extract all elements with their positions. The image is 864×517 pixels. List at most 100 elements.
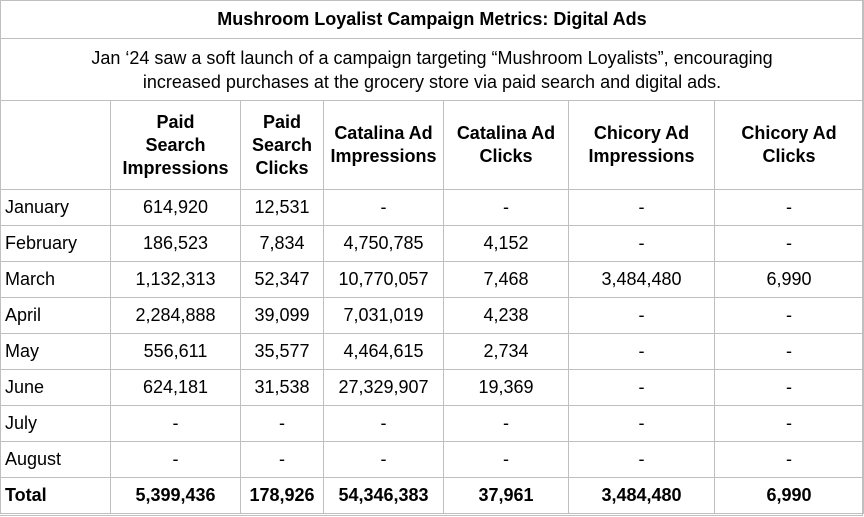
value-cell: 39,099 bbox=[240, 297, 324, 334]
value-cell: - bbox=[568, 405, 715, 442]
total-value-cell: 6,990 bbox=[714, 477, 864, 514]
value-cell: - bbox=[110, 441, 241, 478]
total-label-cell: Total bbox=[0, 477, 111, 514]
column-header-line: Catalina Ad bbox=[334, 123, 433, 143]
value-cell: - bbox=[714, 189, 864, 226]
value-cell: 2,284,888 bbox=[110, 297, 241, 334]
value-cell: - bbox=[568, 297, 715, 334]
column-header-line: Clicks bbox=[255, 157, 309, 178]
value-cell: - bbox=[714, 405, 864, 442]
value-cell: - bbox=[714, 333, 864, 370]
month-cell: August bbox=[0, 441, 111, 478]
column-header-line: Search bbox=[145, 134, 206, 155]
value-cell: - bbox=[443, 405, 569, 442]
column-header-line: Paid bbox=[262, 111, 301, 132]
table-row: April 2,284,888 39,099 7,031,019 4,238- - bbox=[0, 297, 864, 334]
value-cell: 186,523 bbox=[110, 225, 241, 262]
column-header-paid-search-clicks: Paid Search Clicks bbox=[240, 100, 324, 190]
total-row: Total 5,399,436 178,926 54,346,383 37,961 3,4… bbox=[0, 477, 864, 514]
value-cell: - bbox=[240, 441, 324, 478]
value-cell: - bbox=[714, 441, 864, 478]
value-cell: 4,464,615 bbox=[323, 333, 444, 370]
description-row: Jan ‘24 saw a soft launch of a campaign … bbox=[0, 38, 864, 101]
value-cell: - bbox=[568, 369, 715, 406]
total-value-cell: 54,346,383 bbox=[323, 477, 444, 514]
month-cell: January bbox=[0, 189, 111, 226]
column-header-line: Impressions bbox=[122, 157, 229, 178]
column-header-row: Paid Search Impressions Paid Search Clicks Cat… bbox=[0, 100, 864, 190]
value-cell: 6,990 bbox=[714, 261, 864, 298]
column-header-line: Impressions bbox=[330, 146, 437, 166]
value-cell: - bbox=[323, 405, 444, 442]
month-header-cell bbox=[0, 100, 111, 190]
column-header-paid-search-impressions: Paid Search Impressions bbox=[110, 100, 241, 190]
value-cell: 7,834 bbox=[240, 225, 324, 262]
value-cell: 7,468 bbox=[443, 261, 569, 298]
column-header-catalina-ad-clicks: Catalina Ad Clicks bbox=[443, 100, 569, 190]
value-cell: - bbox=[323, 189, 444, 226]
column-header-line: Clicks bbox=[762, 146, 816, 166]
value-cell: - bbox=[714, 225, 864, 262]
description-line-1: Jan ‘24 saw a soft launch of a campaign … bbox=[91, 47, 773, 68]
column-header-line: Chicory Ad bbox=[741, 123, 837, 143]
month-cell: February bbox=[0, 225, 111, 262]
table-row: March 1,132,313 52,347 10,770,057 7,468 3,484… bbox=[0, 261, 864, 298]
column-header-catalina-ad-impressions: Catalina Ad Impressions bbox=[323, 100, 444, 190]
table-title: Mushroom Loyalist Campaign Metrics: Digi… bbox=[0, 0, 864, 39]
column-header-line: Catalina Ad bbox=[456, 123, 556, 143]
column-header-line: Impressions bbox=[588, 146, 695, 166]
value-cell: 10,770,057 bbox=[323, 261, 444, 298]
column-header-chicory-ad-clicks: Chicory Ad Clicks bbox=[714, 100, 864, 190]
column-header-line: Chicory Ad bbox=[593, 123, 690, 143]
table-row: January 614,920 12,531- - - - bbox=[0, 189, 864, 226]
month-cell: June bbox=[0, 369, 111, 406]
table-row: August - - - - - - bbox=[0, 441, 864, 478]
value-cell: - bbox=[240, 405, 324, 442]
value-cell: - bbox=[568, 189, 715, 226]
value-cell: 27,329,907 bbox=[323, 369, 444, 406]
value-cell: - bbox=[568, 333, 715, 370]
value-cell: 556,611 bbox=[110, 333, 241, 370]
column-header-line: Paid bbox=[156, 111, 195, 132]
value-cell: 52,347 bbox=[240, 261, 324, 298]
value-cell: - bbox=[568, 441, 715, 478]
value-cell: 614,920 bbox=[110, 189, 241, 226]
value-cell: 12,531 bbox=[240, 189, 324, 226]
total-value-cell: 3,484,480 bbox=[568, 477, 715, 514]
value-cell: 4,238 bbox=[443, 297, 569, 334]
column-header-line: Clicks bbox=[479, 146, 533, 166]
value-cell: - bbox=[323, 441, 444, 478]
value-cell: 4,750,785 bbox=[323, 225, 444, 262]
value-cell: 1,132,313 bbox=[110, 261, 241, 298]
table-row: May 556,611 35,577 4,464,615 2,734- - bbox=[0, 333, 864, 370]
table-row: February 186,523 7,834 4,750,785 4,152- - bbox=[0, 225, 864, 262]
value-cell: - bbox=[568, 225, 715, 262]
description-line-2: increased purchases at the grocery store… bbox=[142, 71, 722, 92]
table-row: June 624,181 31,538 27,329,907 19,369- - bbox=[0, 369, 864, 406]
value-cell: 624,181 bbox=[110, 369, 241, 406]
value-cell: 3,484,480 bbox=[568, 261, 715, 298]
total-value-cell: 178,926 bbox=[240, 477, 324, 514]
table-description: Jan ‘24 saw a soft launch of a campaign … bbox=[0, 38, 864, 101]
month-cell: July bbox=[0, 405, 111, 442]
value-cell: 4,152 bbox=[443, 225, 569, 262]
value-cell: - bbox=[443, 189, 569, 226]
value-cell: 19,369 bbox=[443, 369, 569, 406]
value-cell: - bbox=[443, 441, 569, 478]
total-value-cell: 37,961 bbox=[443, 477, 569, 514]
month-cell: May bbox=[0, 333, 111, 370]
value-cell: 31,538 bbox=[240, 369, 324, 406]
title-row: Mushroom Loyalist Campaign Metrics: Digi… bbox=[0, 0, 864, 39]
value-cell: - bbox=[110, 405, 241, 442]
value-cell: 2,734 bbox=[443, 333, 569, 370]
total-value-cell: 5,399,436 bbox=[110, 477, 241, 514]
value-cell: 7,031,019 bbox=[323, 297, 444, 334]
value-cell: 35,577 bbox=[240, 333, 324, 370]
month-cell: April bbox=[0, 297, 111, 334]
column-header-line: Search bbox=[251, 134, 313, 155]
value-cell: - bbox=[714, 369, 864, 406]
table-row: July - - - - - - bbox=[0, 405, 864, 442]
month-cell: March bbox=[0, 261, 111, 298]
